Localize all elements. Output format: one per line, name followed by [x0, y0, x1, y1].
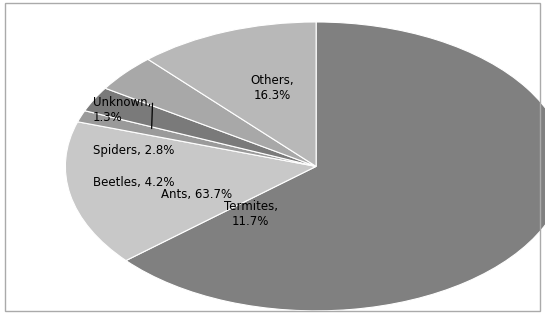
Text: Unknown,
1.3%: Unknown, 1.3%: [93, 96, 151, 124]
Wedge shape: [126, 22, 545, 311]
Text: Beetles, 4.2%: Beetles, 4.2%: [93, 176, 174, 189]
Wedge shape: [78, 111, 316, 166]
Wedge shape: [148, 22, 316, 166]
Text: Others,
16.3%: Others, 16.3%: [251, 74, 294, 102]
Wedge shape: [105, 59, 316, 166]
Wedge shape: [85, 88, 316, 166]
Text: Spiders, 2.8%: Spiders, 2.8%: [93, 144, 174, 157]
Wedge shape: [65, 122, 316, 261]
Text: Ants, 63.7%: Ants, 63.7%: [161, 188, 232, 201]
Text: Termites,
11.7%: Termites, 11.7%: [223, 199, 278, 228]
